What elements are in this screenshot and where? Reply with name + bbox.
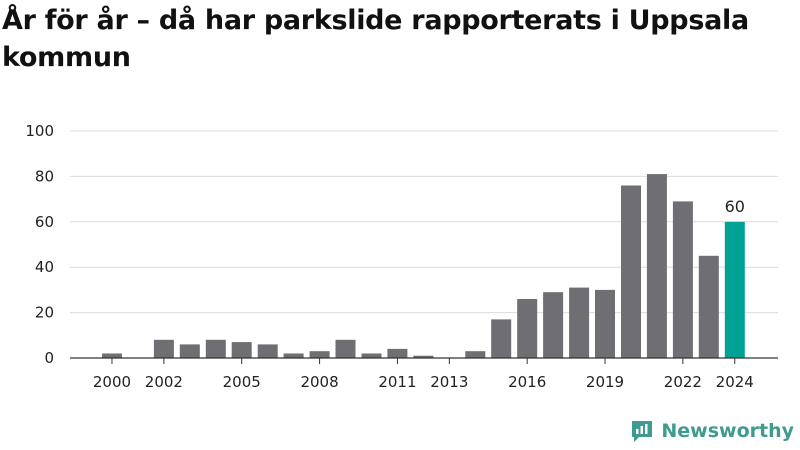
y-tick-label: 100 — [25, 122, 54, 140]
bar-2023 — [698, 255, 719, 358]
bars — [102, 174, 745, 358]
data-label-highlight: 60 — [725, 197, 745, 216]
chart-title: År för år – då har parkslide rapporterat… — [2, 5, 749, 73]
newsworthy-brand: Newsworthy — [629, 418, 794, 444]
bar-2016 — [517, 299, 538, 358]
x-tick-label: 2022 — [664, 373, 702, 391]
x-tick-label: 2002 — [145, 373, 183, 391]
bar-2015 — [491, 319, 512, 358]
x-tick-label: 2000 — [93, 373, 131, 391]
y-axis-tick-labels: 0 20 40 60 80 100 — [25, 122, 54, 367]
y-tick-label: 0 — [44, 349, 54, 367]
bar-2020 — [621, 185, 641, 358]
x-tick-label: 2019 — [586, 373, 624, 391]
x-tick-label: 2013 — [430, 373, 468, 391]
bar-2010 — [361, 353, 382, 358]
bar-2008 — [309, 351, 330, 358]
bar-2003 — [179, 344, 200, 358]
x-tick-label: 2024 — [716, 373, 754, 391]
bar-2011 — [387, 348, 408, 358]
x-tick-label: 2016 — [508, 373, 546, 391]
y-tick-label: 20 — [35, 304, 54, 322]
bar-2019 — [595, 289, 615, 358]
x-tick-label: 2008 — [300, 373, 338, 391]
brand-name: Newsworthy — [661, 420, 794, 442]
grid-lines — [70, 130, 778, 314]
bar-2004 — [205, 339, 226, 358]
bar-2000 — [102, 353, 122, 358]
bar-2018 — [569, 287, 590, 358]
bar-2012 — [413, 355, 434, 358]
bar-2021 — [646, 174, 667, 358]
bar-2009 — [335, 339, 356, 358]
bar-2005 — [231, 342, 252, 358]
newsworthy-logo-icon — [632, 421, 653, 442]
y-tick-label: 80 — [35, 167, 54, 185]
bar-2022 — [672, 201, 693, 358]
bar-2007 — [283, 353, 304, 358]
bar-2002 — [153, 339, 174, 358]
y-tick-label: 40 — [35, 258, 54, 276]
bar-2017 — [543, 292, 564, 358]
y-tick-label: 60 — [35, 213, 54, 231]
data-labels: 60 — [725, 197, 745, 216]
x-tick-label: 2005 — [223, 373, 261, 391]
x-axis-ticks: 2000 2002 2005 2008 2011 2013 2016 2019 2022 2024 — [93, 358, 754, 391]
bar-2006 — [257, 344, 278, 358]
bar-2024 — [724, 221, 745, 358]
bar-2014 — [465, 351, 486, 358]
x-tick-label: 2011 — [378, 373, 416, 391]
